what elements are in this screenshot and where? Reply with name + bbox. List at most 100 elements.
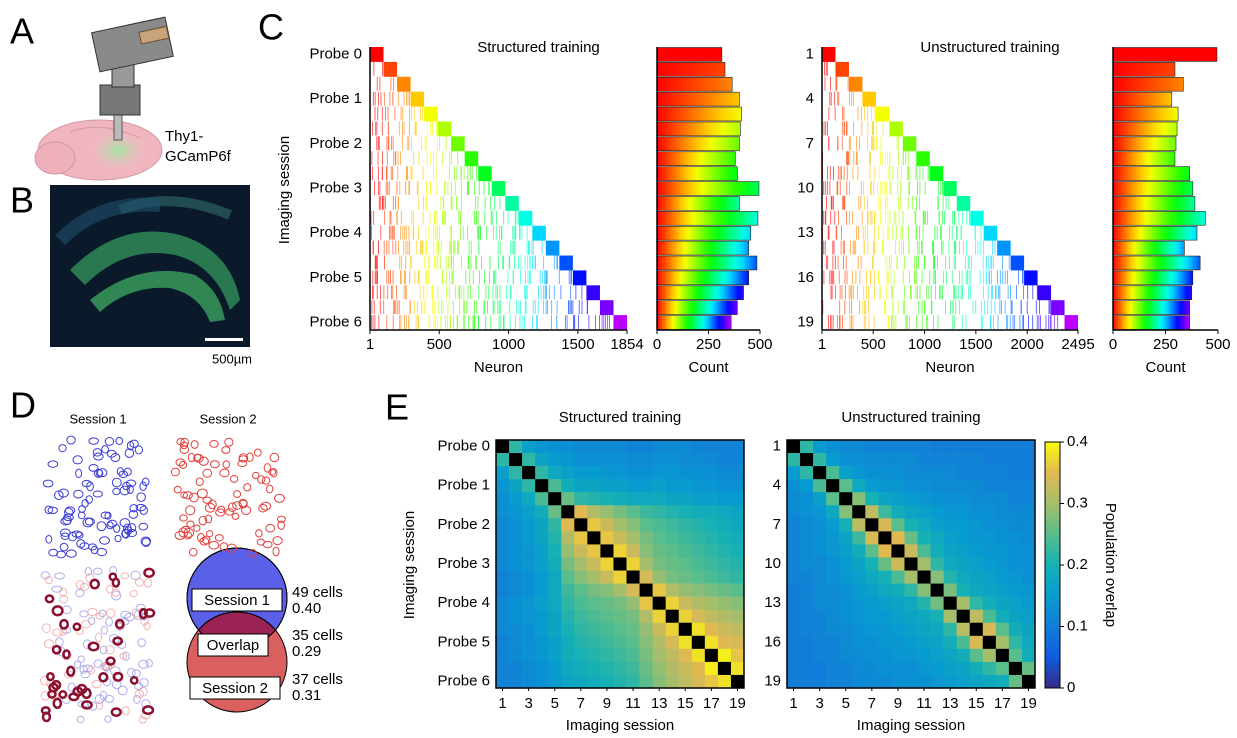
- heatmap-cell: [626, 544, 640, 558]
- heatmap-cell: [639, 453, 653, 467]
- cell: [66, 665, 76, 677]
- raster-ticks: [383, 240, 397, 255]
- cell: [98, 672, 109, 683]
- heatmap-cell: [574, 544, 588, 558]
- heatmap-cell: [813, 596, 827, 610]
- heatmap-cell: [717, 440, 732, 454]
- raster-ticks: [942, 270, 954, 285]
- heatmap-cell: [969, 518, 984, 532]
- raster: [821, 47, 1078, 330]
- y-tick-label: Probe 1: [437, 477, 490, 494]
- heatmap-cell: [691, 661, 706, 676]
- raster-ticks: [952, 315, 955, 329]
- heatmap-cell: [826, 544, 840, 558]
- raster-ticks: [505, 285, 512, 300]
- raster-ticks: [415, 240, 424, 255]
- raster-ticks: [850, 240, 857, 255]
- raster-ticks: [892, 300, 899, 315]
- heatmap-cell: [522, 518, 536, 532]
- heatmap-cell: [600, 648, 614, 663]
- raster-ticks: [1026, 300, 1037, 315]
- y-tick-label: 19: [764, 672, 781, 689]
- heatmap-cell: [600, 505, 614, 519]
- x-tick-label: 13: [651, 695, 668, 712]
- raster-ticks: [1016, 285, 1024, 300]
- raster-ticks: [383, 195, 397, 210]
- heatmap-cell: [839, 440, 853, 454]
- cell: [58, 488, 69, 498]
- heatmap-cell: [561, 440, 575, 454]
- x-tick-label: 0: [653, 336, 661, 353]
- cell: [119, 518, 131, 528]
- heatmap-cell: [600, 622, 614, 637]
- raster-ticks: [849, 315, 854, 329]
- cell: [47, 689, 57, 699]
- heatmap-cell: [600, 479, 614, 493]
- heatmap-cell: [956, 479, 971, 493]
- raster-ticks: [400, 106, 411, 121]
- raster-ticks: [383, 300, 397, 315]
- cell: [117, 685, 128, 696]
- cell: [111, 477, 122, 488]
- heatmap-cell: [969, 570, 984, 584]
- heatmap-cell: [956, 492, 971, 506]
- raster-ticks: [938, 181, 943, 195]
- heatmap-cell: [600, 557, 614, 571]
- cell: [72, 622, 82, 632]
- count-bar: [1112, 270, 1194, 286]
- cell: [277, 520, 286, 530]
- heatmap-cell: [704, 570, 719, 584]
- colorbar-tick-label: 0.2: [1067, 556, 1088, 573]
- raster-ticks: [1018, 270, 1024, 285]
- heatmap-cell: [600, 674, 614, 689]
- raster-ticks: [423, 300, 436, 315]
- raster-ticks: [863, 285, 875, 300]
- raster-block: [370, 47, 384, 62]
- heatmap-cell: [509, 661, 523, 676]
- heatmap-cell: [865, 583, 879, 597]
- cell: [277, 515, 286, 523]
- heatmap-cell: [535, 622, 549, 637]
- heatmap-cell: [982, 518, 997, 532]
- raster-ticks: [565, 315, 568, 329]
- heatmap-cell: [535, 518, 549, 532]
- cell: [59, 618, 69, 630]
- venn-label: Overlap: [207, 637, 260, 654]
- heatmap-cell: [665, 596, 680, 610]
- count-bar: [1112, 151, 1176, 166]
- heatmap-cell: [548, 518, 562, 532]
- heatmap-cell: [535, 661, 549, 676]
- cell-outlines: [42, 435, 152, 559]
- cell: [51, 605, 64, 617]
- raster-ticks: [945, 255, 956, 270]
- raster-ticks: [371, 315, 380, 329]
- cell: [53, 490, 64, 501]
- heatmap-cell: [826, 518, 840, 532]
- raster-ticks: [400, 270, 411, 285]
- raster-ticks: [453, 315, 464, 329]
- raster-ticks: [425, 240, 438, 255]
- raster-ticks: [1002, 255, 1010, 270]
- raster-ticks: [508, 255, 519, 270]
- heatmap-cell: [787, 544, 801, 558]
- heatmap-cell: [535, 570, 549, 584]
- heatmap-cell: [522, 570, 536, 584]
- cell: [224, 437, 234, 447]
- heatmap-cell: [800, 492, 814, 506]
- heatmap-cell: [865, 466, 879, 480]
- raster-ticks: [869, 166, 876, 181]
- heatmap-cell: [904, 518, 918, 532]
- cell: [185, 505, 196, 516]
- raster-ticks: [418, 195, 424, 210]
- heatmap-cell: [865, 557, 879, 571]
- heatmap-cell: [1008, 518, 1023, 532]
- cell: [80, 700, 93, 710]
- heatmap-cell: [995, 622, 1010, 637]
- cell: [179, 514, 188, 522]
- cell: [122, 481, 131, 491]
- heatmap-cell: [626, 570, 640, 584]
- cell: [113, 524, 121, 533]
- raster-ticks: [1027, 285, 1038, 300]
- heatmap-cell: [969, 544, 984, 558]
- x-tick-label: 9: [894, 695, 902, 712]
